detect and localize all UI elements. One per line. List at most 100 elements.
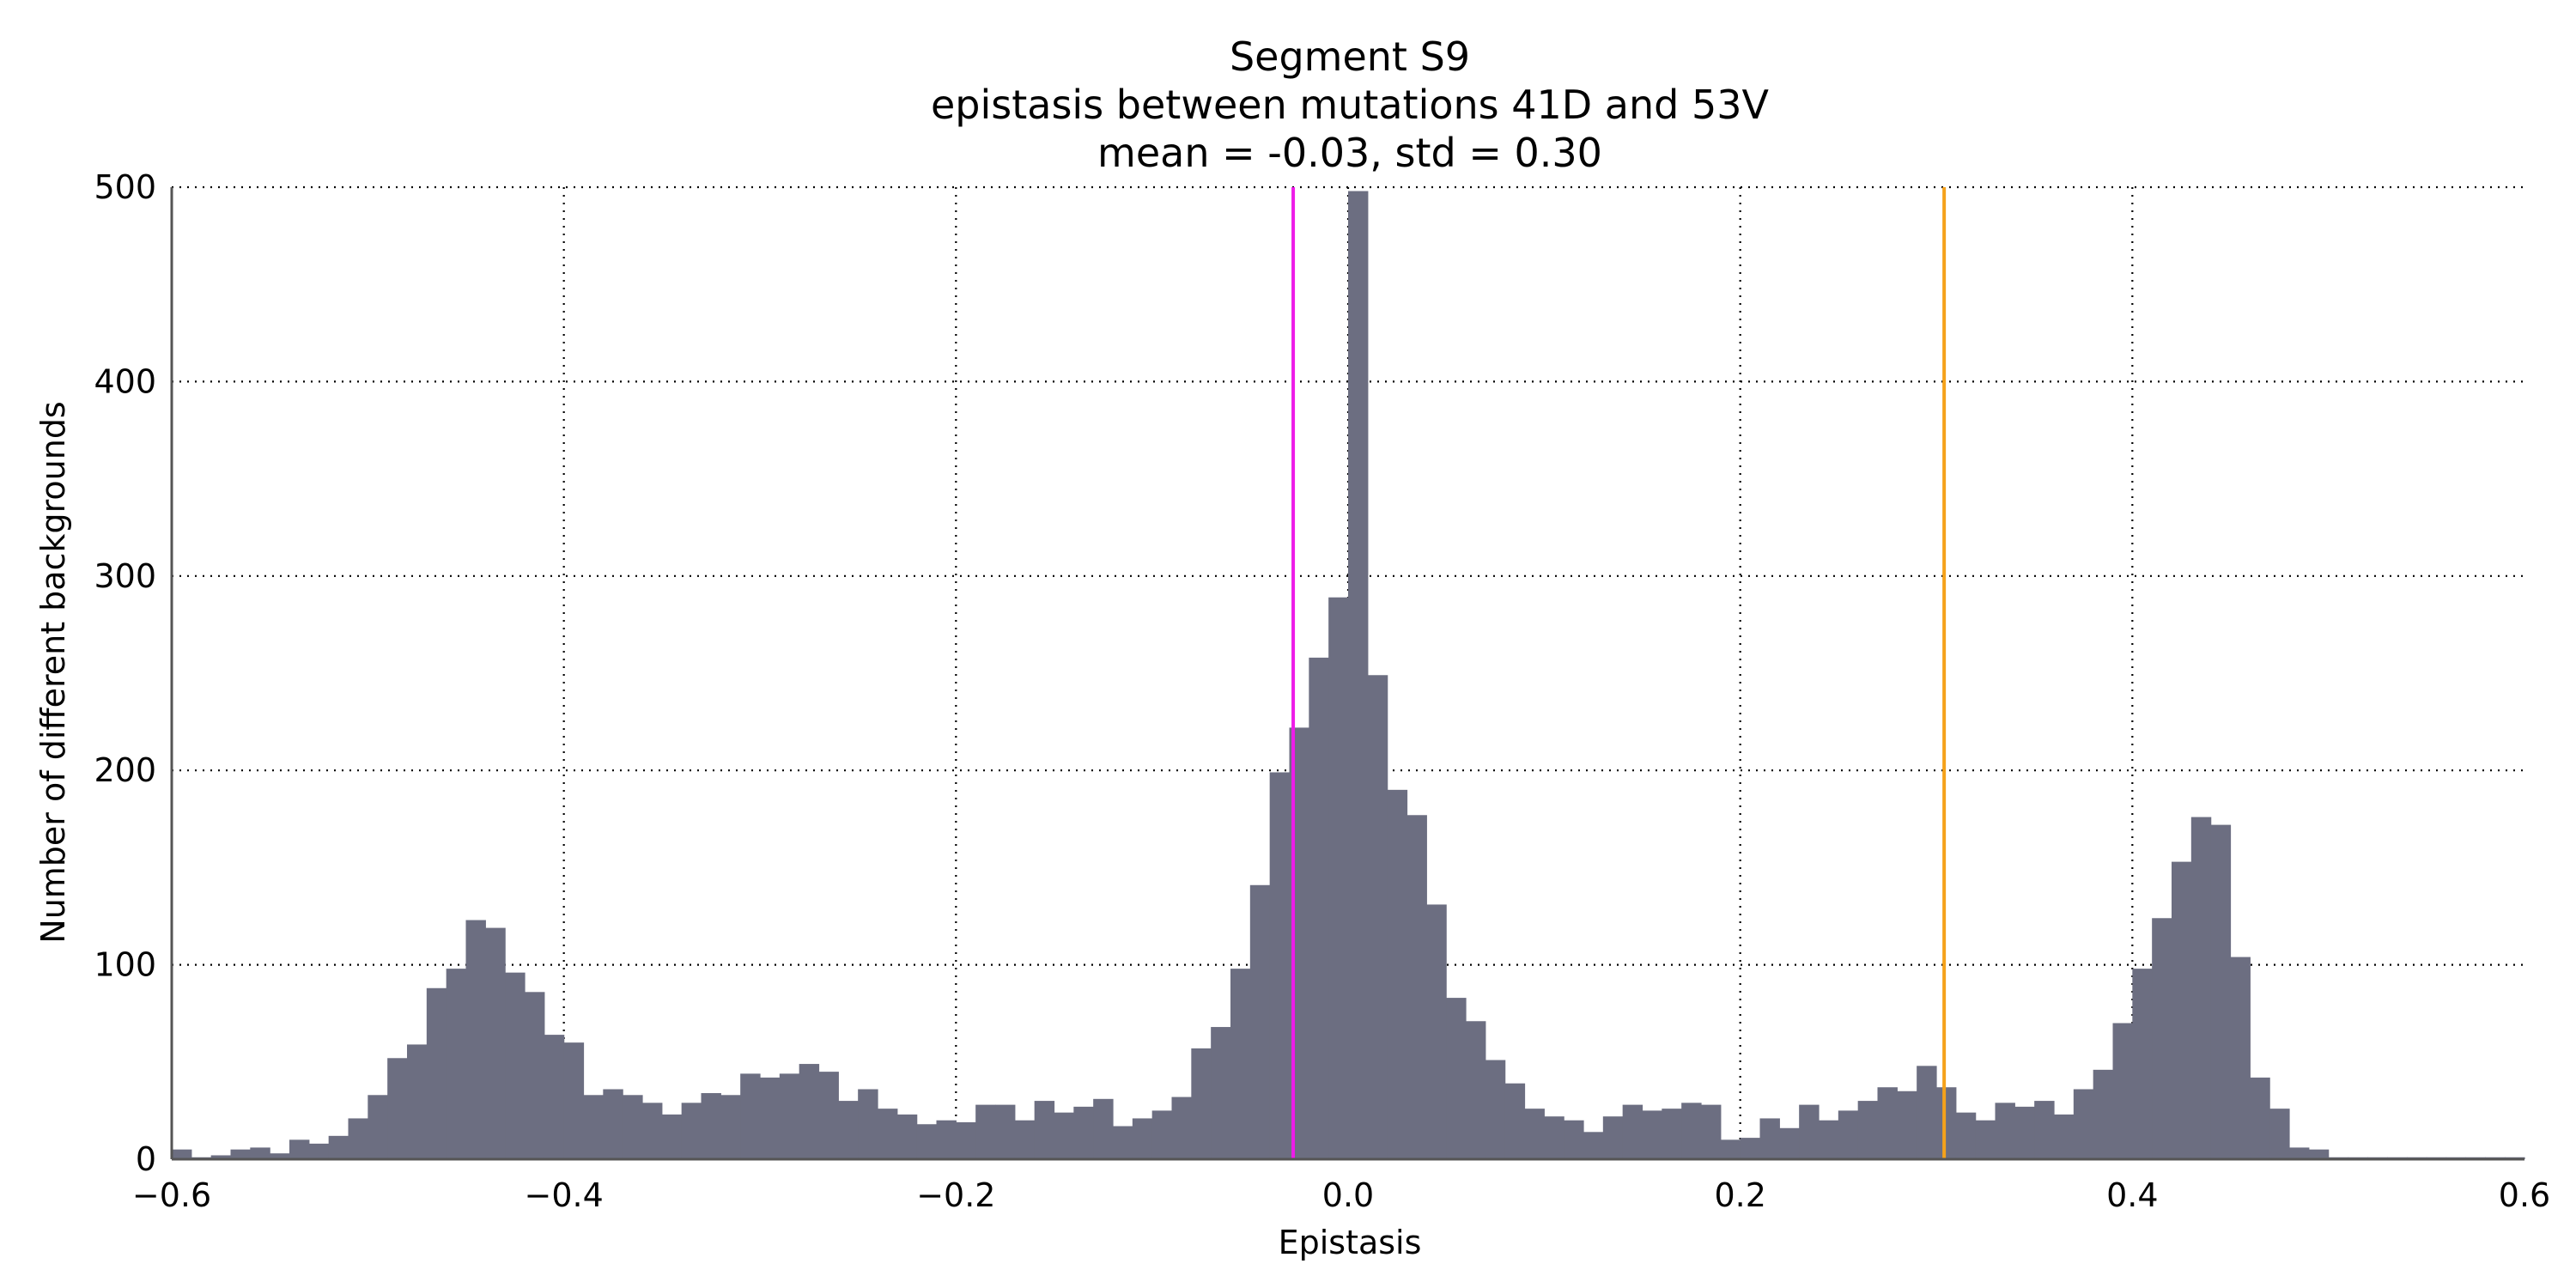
histogram-bar bbox=[2190, 817, 2212, 1159]
histogram-bar bbox=[289, 1139, 310, 1159]
histogram-bar bbox=[1406, 815, 1427, 1159]
histogram-bar bbox=[2132, 969, 2153, 1159]
x-tick-label: −0.4 bbox=[525, 1176, 604, 1214]
histogram-bar bbox=[1524, 1109, 1545, 1159]
histogram-bar bbox=[1151, 1110, 1173, 1159]
histogram-bar bbox=[348, 1118, 368, 1159]
histogram-bar bbox=[1446, 998, 1467, 1159]
histogram-bar bbox=[1701, 1104, 1722, 1159]
histogram-bar bbox=[407, 1044, 428, 1159]
histogram-bar bbox=[1662, 1109, 1682, 1159]
histogram-bar bbox=[1720, 1139, 1741, 1159]
histogram-bar bbox=[1759, 1118, 1780, 1159]
histogram-bar bbox=[1622, 1104, 1643, 1159]
x-tick-label: −0.2 bbox=[916, 1176, 995, 1214]
histogram-bar bbox=[485, 927, 506, 1159]
histogram-bar bbox=[1269, 772, 1291, 1159]
x-tick-label: 0.6 bbox=[2499, 1176, 2550, 1214]
y-tick-label: 0 bbox=[136, 1140, 156, 1178]
histogram-bar bbox=[838, 1101, 859, 1159]
histogram-bar bbox=[1897, 1091, 1917, 1159]
histogram-bar bbox=[603, 1089, 623, 1159]
histogram-bar bbox=[505, 972, 526, 1159]
histogram-bar bbox=[426, 987, 447, 1159]
y-axis-label: Number of different backgrounds bbox=[34, 401, 72, 943]
x-tick-label: 0.0 bbox=[1322, 1176, 1374, 1214]
histogram-bar bbox=[1348, 191, 1369, 1160]
histogram-bar bbox=[1602, 1116, 1624, 1159]
histogram-bar bbox=[387, 1058, 408, 1159]
histogram-bar bbox=[1544, 1116, 1564, 1159]
histogram-bar bbox=[1740, 1138, 1761, 1159]
histogram-bar bbox=[1583, 1132, 1604, 1159]
histogram-bar bbox=[818, 1072, 839, 1159]
histogram-bar bbox=[1955, 1112, 1977, 1159]
histogram-bar bbox=[1819, 1120, 1839, 1159]
histogram-bar bbox=[230, 1149, 251, 1159]
histogram-bar bbox=[701, 1093, 721, 1159]
histogram-bar bbox=[1367, 675, 1388, 1159]
histogram-bar bbox=[740, 1073, 761, 1159]
histogram-bar bbox=[2112, 1023, 2133, 1159]
histogram-bar bbox=[2308, 1149, 2330, 1159]
histogram-bar bbox=[2269, 1109, 2290, 1159]
histogram-bar bbox=[1642, 1110, 1662, 1159]
histogram-bar bbox=[2172, 861, 2192, 1159]
histogram-bar bbox=[1073, 1106, 1094, 1159]
histogram-bar bbox=[878, 1109, 898, 1159]
histogram-bar bbox=[270, 1153, 290, 1159]
histogram-bar bbox=[2230, 957, 2251, 1159]
histogram-bar bbox=[1387, 789, 1408, 1159]
histogram-bar bbox=[720, 1095, 741, 1159]
histogram-bar bbox=[210, 1155, 232, 1159]
histogram-bar bbox=[1936, 1087, 1957, 1159]
histogram-bar bbox=[858, 1089, 878, 1159]
histogram-bar bbox=[1877, 1087, 1898, 1159]
histogram-bar bbox=[1211, 1027, 1231, 1159]
histogram-bar bbox=[623, 1095, 643, 1159]
histogram-bar bbox=[2289, 1147, 2310, 1159]
histogram-bar bbox=[956, 1121, 976, 1159]
histogram-bar bbox=[2054, 1114, 2075, 1159]
title-line-2: epistasis between mutations 41D and 53V bbox=[931, 82, 1770, 128]
histogram-bar bbox=[2014, 1106, 2035, 1159]
histogram-bar bbox=[760, 1077, 781, 1159]
y-tick-labels: 0 100 200 300 400 500 bbox=[94, 168, 156, 1178]
histogram-bar bbox=[1034, 1101, 1055, 1159]
chart-title: Segment S9 epistasis between mutations 4… bbox=[931, 33, 1770, 176]
histogram-bar bbox=[465, 920, 486, 1159]
title-line-3: mean = -0.03, std = 0.30 bbox=[1097, 130, 1602, 176]
histogram-bar bbox=[328, 1135, 349, 1159]
histogram-bar bbox=[1014, 1120, 1036, 1159]
x-tick-label: 0.2 bbox=[1714, 1176, 1765, 1214]
histogram-bar bbox=[1191, 1048, 1212, 1159]
histogram-bar bbox=[1309, 657, 1329, 1159]
histogram-bar bbox=[1564, 1120, 1584, 1159]
histogram-bar bbox=[2250, 1077, 2270, 1159]
histogram-bar bbox=[936, 1120, 957, 1159]
histogram-bar bbox=[1230, 969, 1251, 1159]
histogram-bar bbox=[779, 1073, 800, 1159]
histogram-bar bbox=[308, 1143, 330, 1159]
histogram-bar bbox=[1249, 884, 1271, 1159]
histogram-bar bbox=[2073, 1089, 2094, 1159]
histogram-bar bbox=[661, 1114, 683, 1159]
histogram-bar bbox=[1857, 1101, 1879, 1159]
histogram-bar bbox=[1504, 1083, 1526, 1159]
histogram-bar bbox=[1054, 1112, 1074, 1159]
x-tick-label: 0.4 bbox=[2106, 1176, 2158, 1214]
histogram-bar bbox=[1113, 1126, 1133, 1159]
histogram-bar bbox=[1171, 1097, 1192, 1159]
axes bbox=[170, 187, 2524, 1161]
title-line-1: Segment S9 bbox=[1230, 33, 1470, 80]
histogram-bar bbox=[1917, 1066, 1937, 1159]
histogram-bar bbox=[1132, 1118, 1153, 1159]
histogram-bar bbox=[446, 969, 467, 1159]
histogram-bar bbox=[642, 1103, 663, 1159]
histogram-bar bbox=[1799, 1104, 1820, 1159]
histogram-bar bbox=[1995, 1103, 2015, 1159]
y-tick-label: 300 bbox=[94, 557, 156, 595]
histogram-bar bbox=[368, 1095, 388, 1159]
